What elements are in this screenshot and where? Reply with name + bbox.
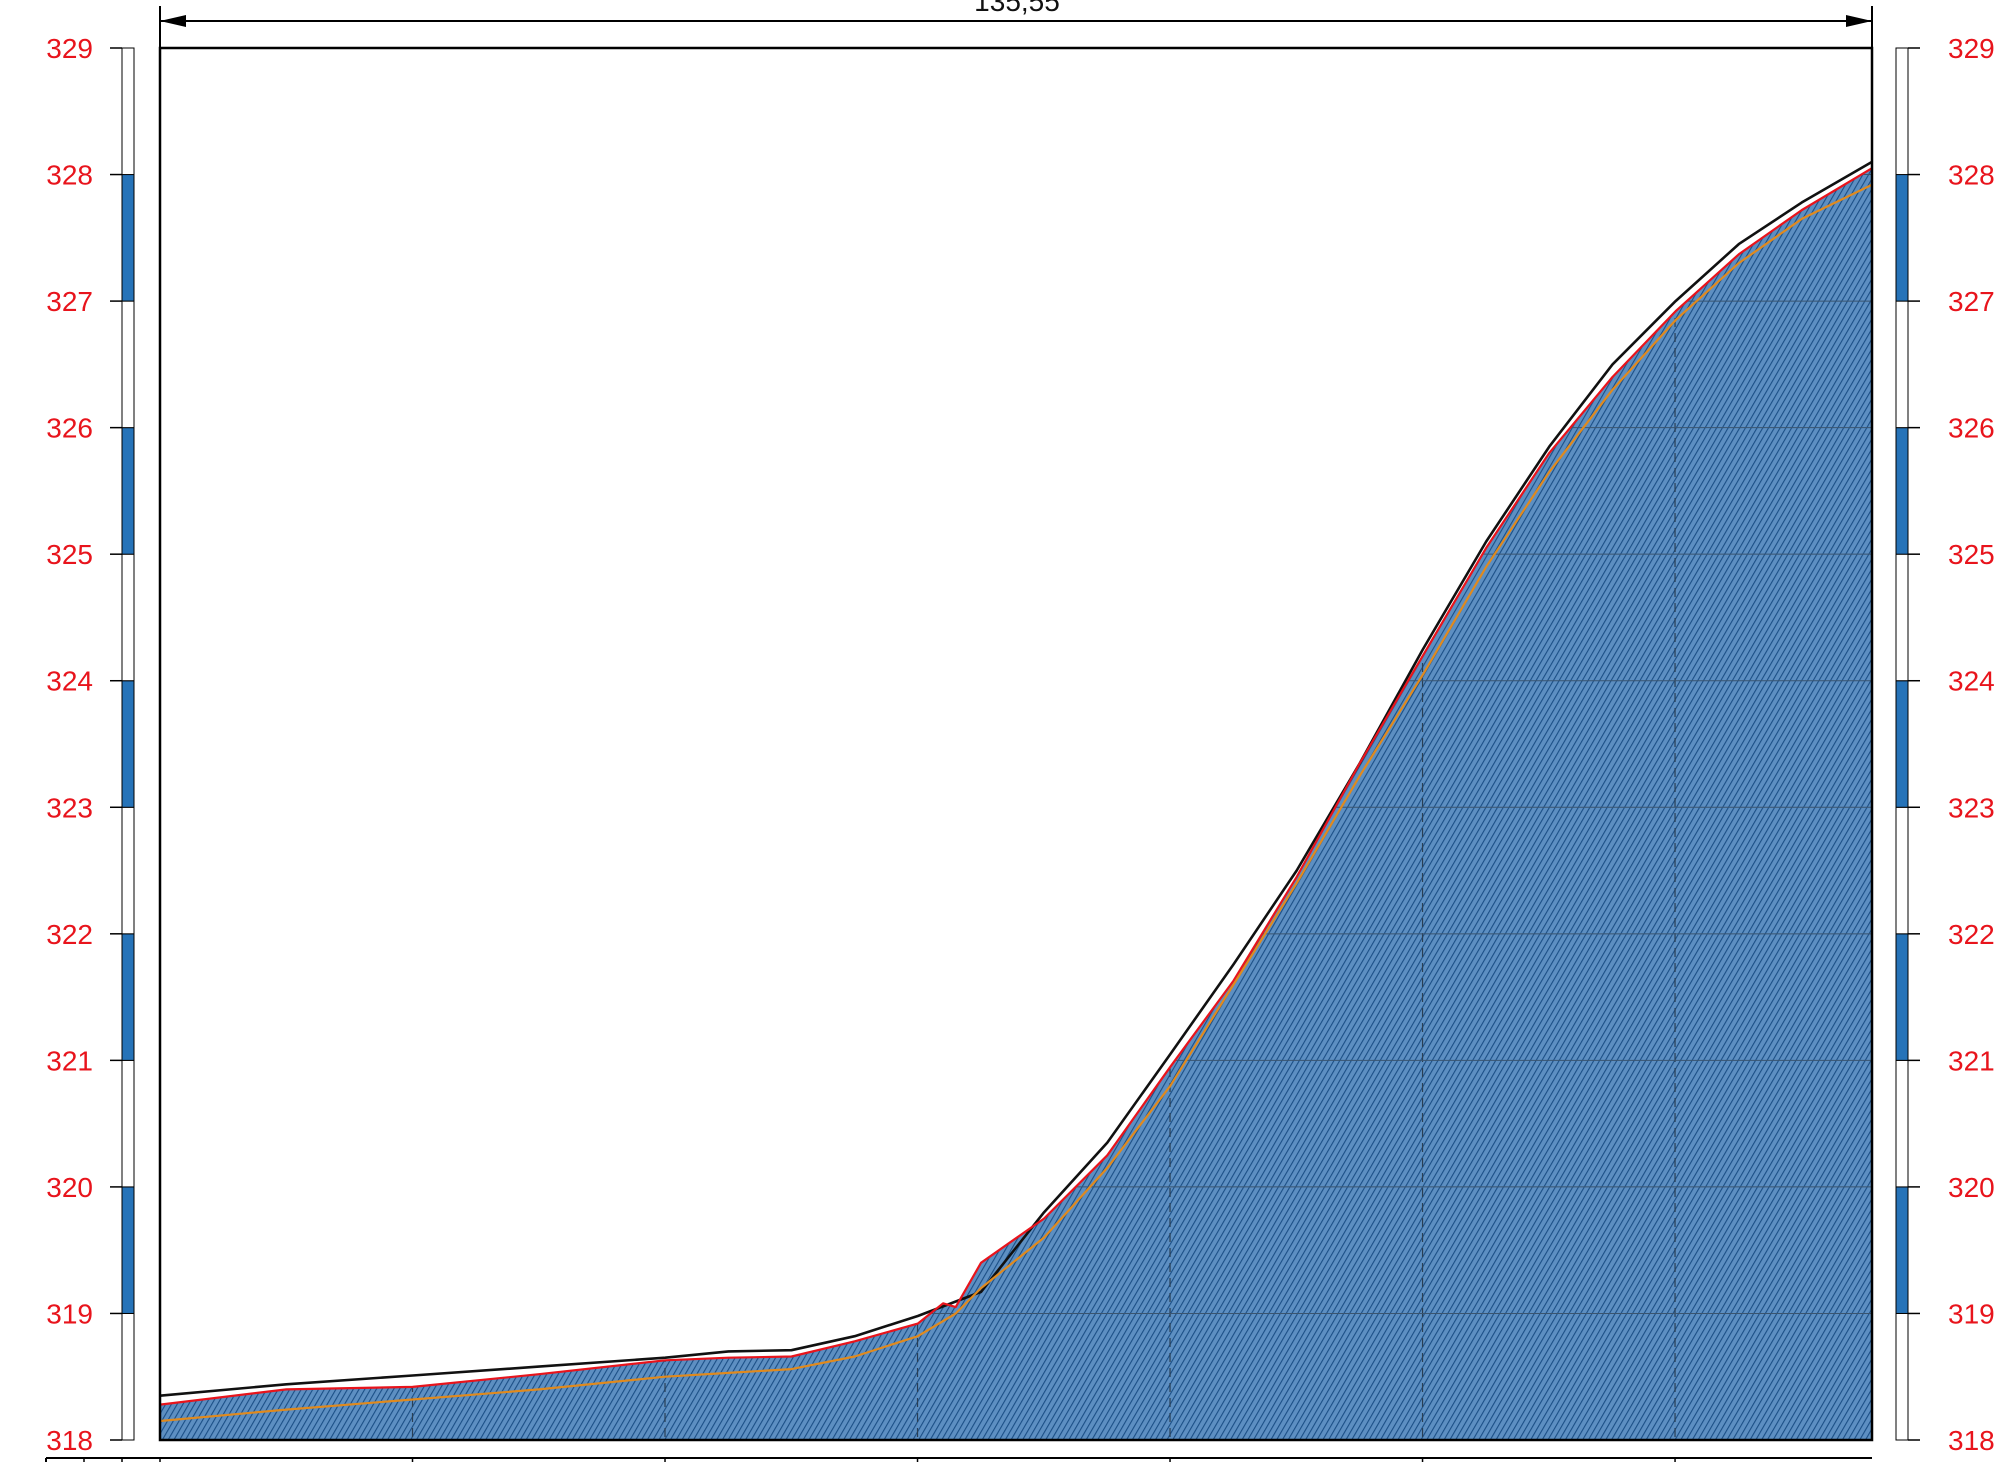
left-scale-segment xyxy=(121,300,135,429)
right-scale-segment xyxy=(1895,1186,1909,1314)
left-elevation-label: 328 xyxy=(46,160,93,191)
left-elevation-label: 327 xyxy=(46,286,93,317)
right-elevation-label: 323 xyxy=(1948,792,1995,823)
right-elevation-label: 324 xyxy=(1948,666,1995,697)
right-elevation-label: 328 xyxy=(1948,160,1995,191)
right-scale-segment xyxy=(1895,300,1909,429)
upper-layer-line xyxy=(159,167,1873,1406)
left-elevation-label: 322 xyxy=(46,919,93,950)
left-elevation-labels: 318 319 320 321 322 323 324 325 326 327 328 329 xyxy=(46,33,93,1456)
right-elevation-label: 321 xyxy=(1948,1045,1995,1076)
left-elevation-label: 321 xyxy=(46,1045,93,1076)
right-elevation-label: 326 xyxy=(1948,413,1995,444)
left-scale-segment xyxy=(121,680,135,808)
right-elevation-label: 322 xyxy=(1948,919,1995,950)
left-elevation-label: 326 xyxy=(46,413,93,444)
left-elevation-label: 320 xyxy=(46,1172,93,1203)
profile-lines xyxy=(159,160,1873,1423)
right-scale-segment xyxy=(1895,553,1909,682)
terrain-fill xyxy=(160,168,1872,1441)
left-elevation-scale xyxy=(110,47,135,1441)
dimension-left-arrow xyxy=(160,15,186,27)
left-scale-segment xyxy=(121,1059,135,1188)
right-elevation-scale xyxy=(1895,47,1920,1441)
hatched-terrain-area xyxy=(160,168,1872,1441)
dimension-label: 135,55 xyxy=(974,0,1060,17)
left-scale-segment xyxy=(121,1312,135,1441)
right-scale-segment xyxy=(1895,1312,1909,1441)
left-scale-segment xyxy=(121,174,135,302)
dimension-right-arrow xyxy=(1846,15,1872,27)
left-elevation-label: 318 xyxy=(46,1425,93,1456)
right-elevation-label: 320 xyxy=(1948,1172,1995,1203)
left-elevation-label: 329 xyxy=(46,33,93,64)
left-scale-segment xyxy=(121,553,135,682)
left-scale-segment xyxy=(121,47,135,176)
bottom-table-edge xyxy=(45,1457,1872,1462)
right-scale-segment xyxy=(1895,933,1909,1061)
left-scale-segment xyxy=(121,933,135,1061)
right-elevation-label: 325 xyxy=(1948,539,1995,570)
right-scale-segment xyxy=(1895,174,1909,302)
right-elevation-label: 329 xyxy=(1948,33,1995,64)
left-scale-segment xyxy=(121,1186,135,1314)
right-elevation-label: 319 xyxy=(1948,1298,1995,1329)
right-scale-segment xyxy=(1895,806,1909,935)
right-scale-segment xyxy=(1895,680,1909,808)
left-scale-segment xyxy=(121,427,135,555)
left-elevation-label: 325 xyxy=(46,539,93,570)
right-elevation-labels: 318 319 320 321 322 323 324 325 326 327 328 329 xyxy=(1948,33,1995,1456)
right-elevation-label: 318 xyxy=(1948,1425,1995,1456)
terrain-top-line xyxy=(159,160,1873,1397)
left-elevation-label: 323 xyxy=(46,792,93,823)
left-scale-segment xyxy=(121,806,135,935)
width-dimension: 135,55 xyxy=(159,0,1873,48)
design-line-line xyxy=(159,183,1873,1423)
plot-frame xyxy=(158,46,1874,1442)
right-scale-segment xyxy=(1895,47,1909,176)
left-elevation-label: 319 xyxy=(46,1298,93,1329)
left-elevation-label: 324 xyxy=(46,666,93,697)
right-scale-segment xyxy=(1895,1059,1909,1188)
right-scale-segment xyxy=(1895,427,1909,555)
right-elevation-label: 327 xyxy=(1948,286,1995,317)
